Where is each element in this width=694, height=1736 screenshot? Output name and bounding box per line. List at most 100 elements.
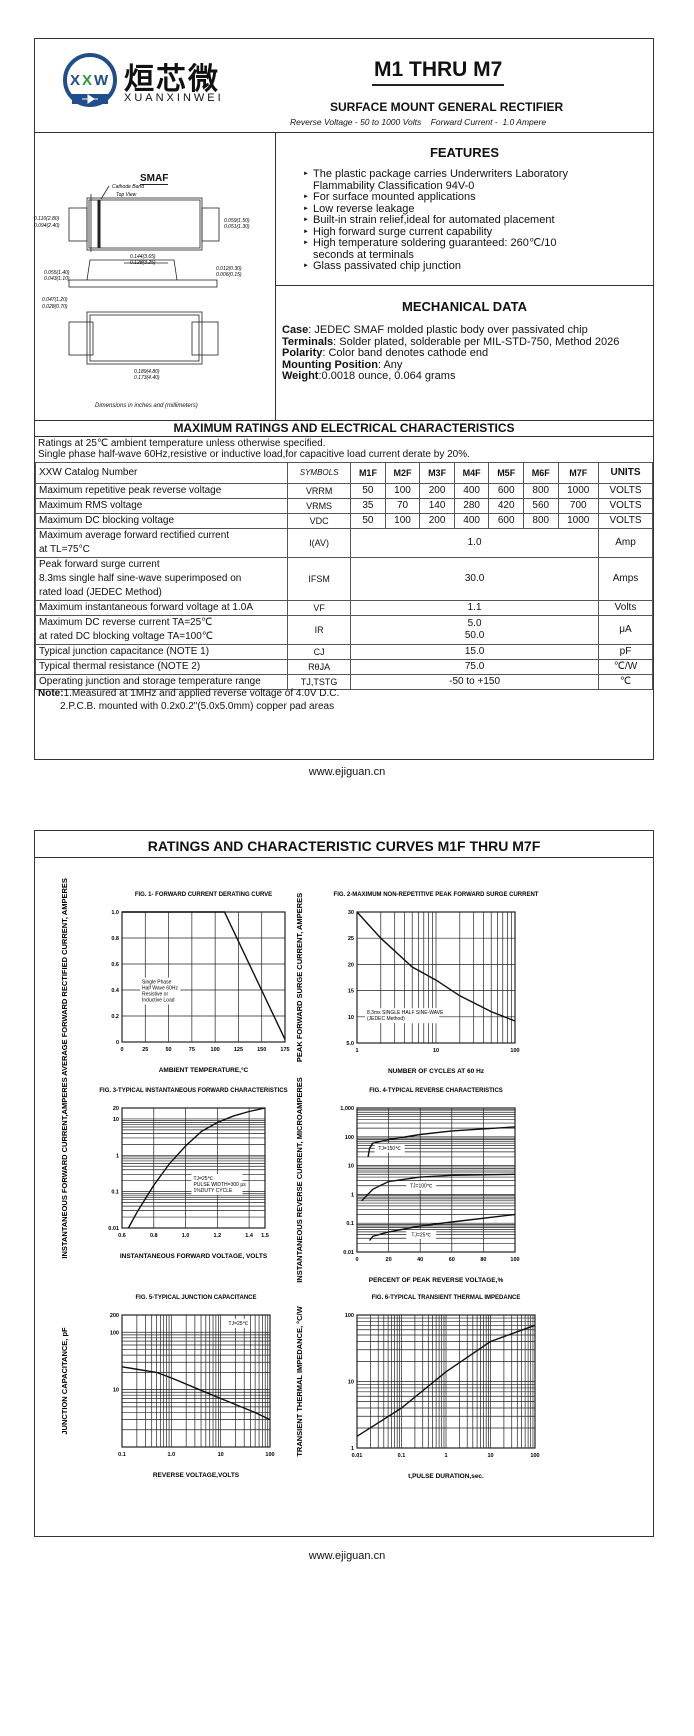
x-tick-label: 150	[257, 1047, 266, 1053]
y-tick-label: 5.0	[346, 1041, 354, 1047]
series-line	[361, 1173, 516, 1202]
notes: Note:1.Measured at 1MHz and applied reve…	[38, 688, 340, 712]
feature-item: ► The plastic package carries Underwriter…	[303, 168, 568, 192]
plot-frame	[121, 911, 286, 1043]
y-tick-label: 10	[113, 1388, 119, 1394]
x-tick-label: 175	[280, 1047, 289, 1053]
x-axis-label: AMBIENT TEMPERATURE,°C	[159, 1066, 249, 1074]
mechanical-item: Mounting Position: Any	[282, 358, 403, 371]
feature-item: ► High forward surge current capability	[303, 225, 493, 238]
cathode-label: Cathode Band	[112, 184, 144, 190]
svg-text:0.144(3.65): 0.144(3.65)	[130, 254, 156, 260]
mechanical-title: MECHANICAL DATA	[402, 299, 527, 314]
datasheet-page-1	[34, 38, 654, 760]
x-tick-label: 100	[510, 1257, 519, 1263]
chart-annotation: PULSE WIDTH=300 μs	[194, 1182, 247, 1188]
y-tick-label: 25	[348, 936, 354, 942]
mechanical-item: Weight:0.0018 ounce, 0.064 grams	[282, 370, 456, 382]
top-view-label: Top View	[116, 192, 137, 198]
chart-annotation: Inductive Load	[142, 998, 175, 1004]
spec-line: Reverse Voltage - 50 to 1000 Volts Forwa…	[290, 117, 547, 127]
svg-text:W: W	[94, 72, 109, 89]
x-tick-label: 75	[189, 1047, 195, 1053]
x-tick-label: 100	[510, 1048, 519, 1054]
plot-frame	[121, 1314, 271, 1448]
x-axis-label: t,PULSE DURATION,sec.	[408, 1473, 484, 1480]
x-axis-label: INSTANTANEOUS FORWARD VOLTAGE, VOLTS	[120, 1253, 268, 1260]
footer-url[interactable]: www.ejiguan.cn	[308, 766, 386, 778]
series-line	[127, 1107, 266, 1229]
x-axis-label: PERCENT OF PEAK REVERSE VOLTAGE,%	[369, 1277, 504, 1284]
table-row: Maximum repetitive peak reverse voltage V…	[35, 483, 654, 499]
grid	[121, 911, 286, 1043]
chart-2: 1 10 100 5.0 10 15 20 25 30 FIG. 2-MAXIMUM NON-RE…	[295, 892, 539, 1075]
bullet-arrow-icon: ►	[303, 263, 309, 269]
table-row: Maximum RMS voltage VRMS 35 70 140 280 420 560 7…	[35, 498, 654, 514]
x-tick-label: 40	[417, 1257, 423, 1263]
x-tick-label: 80	[480, 1257, 486, 1263]
footer-url-2[interactable]: www.ejiguan.cn	[308, 1550, 386, 1562]
y-axis-label: INSTANTANEOUS REVERSE CURRENT, MICROAMPE…	[295, 1077, 304, 1283]
bullet-arrow-icon: ►	[303, 171, 309, 177]
chart-title: FIG. 1- FORWARD CURRENT DERATING CURVE	[135, 892, 272, 898]
ratings-title: MAXIMUM RATINGS AND ELECTRICAL CHARACTER…	[173, 421, 515, 435]
features-list: ► The plastic package carries Underwriter…	[303, 168, 593, 273]
plot-frame	[356, 1314, 536, 1449]
y-tick-label: 15	[348, 989, 354, 995]
y-tick-label: 10	[348, 1164, 354, 1170]
table-row: Peak forward surge current 8.3ms single …	[35, 557, 654, 601]
x-tick-label: 0	[355, 1257, 358, 1263]
x-tick-label: 1	[444, 1453, 447, 1459]
mechanical-item: Terminals: Solder plated, solderable per…	[282, 335, 620, 348]
x-axis-label: NUMBER OF CYCLES AT 60 Hz	[388, 1068, 485, 1075]
table-row: Maximum average forward rectified curren…	[35, 528, 654, 558]
chart-annotation: (JEDEC Method)	[367, 1016, 405, 1022]
chart-annotation: TJ=25℃	[229, 1321, 249, 1327]
ratings-intro-2: Single phase half-wave 60Hz,resistive or…	[38, 449, 470, 460]
table-row: Typical junction capacitance (NOTE 1) CJ 1…	[35, 644, 654, 660]
y-tick-label: 1.0	[111, 910, 119, 916]
y-tick-label: 0.2	[111, 1014, 119, 1020]
svg-text:X: X	[70, 72, 80, 89]
subtitle: SURFACE MOUNT GENERAL RECTIFIER	[330, 100, 564, 114]
y-tick-label: 0.8	[111, 936, 119, 942]
chart-3: 0.6 0.8 1.0 1.2 1.4 1.5 0.01 0.1 1 10 20 FIG. 3-TYP…	[60, 1077, 288, 1260]
series-label: TJ=25℃	[411, 1232, 431, 1238]
x-tick-label: 100	[265, 1452, 274, 1458]
feature-item: ► Low reverse leakage	[303, 202, 415, 215]
x-tick-label: 1.2	[214, 1233, 222, 1239]
series-line	[122, 911, 286, 1040]
grid	[356, 911, 516, 1044]
y-axis-label: JUNCTION CAPACITANCE, pF	[60, 1327, 69, 1435]
bullet-arrow-icon: ►	[303, 194, 309, 200]
table-row: Typical thermal resistance (NOTE 2) RθJA 7…	[35, 659, 654, 675]
x-tick-label: 60	[449, 1257, 455, 1263]
chart-title: FIG. 2-MAXIMUM NON-REPETITIVE PEAK FORWA…	[334, 892, 539, 898]
chart-1: 0 25 50 75 100 125 150 175 0 0.2 0.4 0.6 0.8 1.0 FIG. …	[60, 878, 290, 1076]
svg-text:0.059(1.50): 0.059(1.50)	[224, 218, 250, 224]
x-tick-label: 100	[211, 1047, 220, 1053]
y-tick-label: 10	[113, 1117, 119, 1123]
series-line	[367, 1126, 516, 1158]
chart-4: 0 20 40 60 80 100 0.01 0.1 1 10 100 1,000 FIG. 4-TYP…	[295, 1077, 520, 1284]
grid	[121, 1107, 266, 1229]
y-axis-label: INSTANTANEOUS FORWARD CURRENT,AMPERES	[60, 1077, 69, 1258]
y-tick-label: 100	[110, 1330, 119, 1336]
table-row: Maximum DC reverse current TA=25℃ at rat…	[35, 615, 654, 645]
package-drawing: Cathode Band Top View 0.110(2.80)0.094(2…	[34, 184, 250, 381]
feature-item: ► Glass passivated chip junction	[303, 260, 461, 272]
svg-text:0.028(0.70): 0.028(0.70)	[42, 304, 68, 310]
bullet-arrow-icon: ►	[303, 228, 309, 235]
y-tick-label: 100	[345, 1135, 354, 1141]
x-tick-label: 10	[218, 1452, 224, 1458]
x-tick-label: 20	[386, 1257, 392, 1263]
plot-frame	[356, 911, 516, 1044]
series-label: TJ=150℃	[378, 1146, 401, 1152]
series-line	[356, 911, 516, 1022]
feature-item: ► High temperature soldering guaranteed: …	[303, 237, 557, 261]
x-tick-label: 1.4	[245, 1233, 254, 1239]
svg-text:0.047(1.20): 0.047(1.20)	[42, 297, 68, 303]
chart-annotation: Single Phase	[142, 980, 172, 986]
